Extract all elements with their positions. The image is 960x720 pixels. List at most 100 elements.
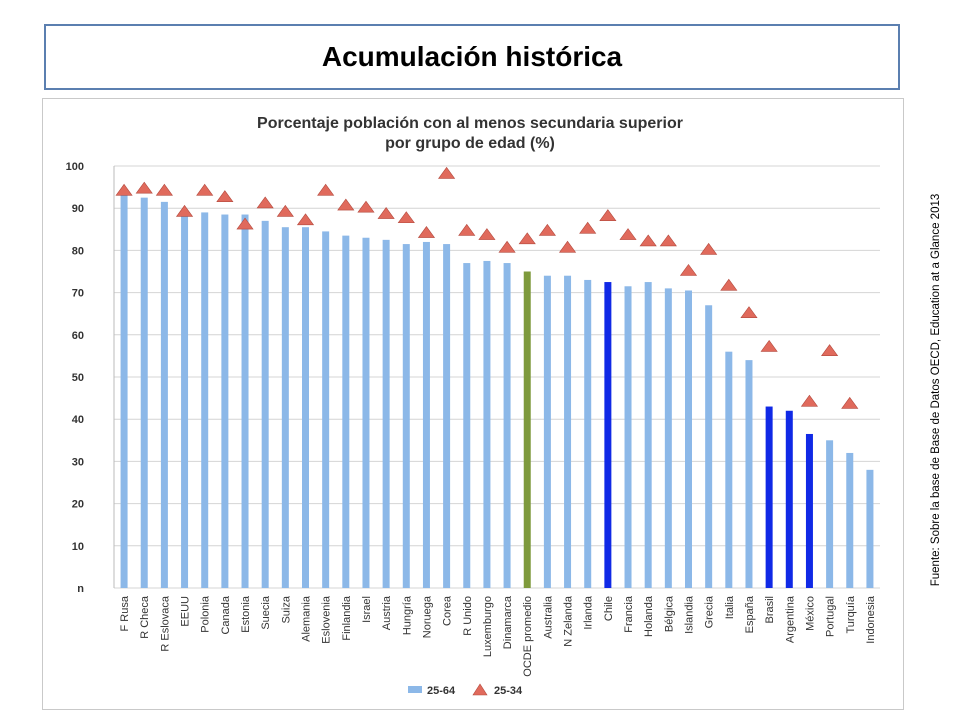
marker-triangle [175, 204, 194, 217]
bar [725, 351, 733, 588]
bar [422, 241, 430, 588]
chart-title-line-1: Porcentaje población con al menos secund… [257, 115, 683, 132]
y-axis-ticks: n 10 20 30 40 50 60 70 80 90 100 [66, 161, 85, 595]
x-tick-label: Canada [220, 595, 232, 634]
source-note: Fuente: Sobre la base de Base de Datos O… [926, 150, 946, 630]
marker-triangle [760, 339, 778, 352]
bar [140, 197, 148, 588]
bar [281, 227, 289, 588]
x-tick-label: Suecia [260, 595, 272, 630]
marker-triangle [800, 394, 819, 407]
marker-triangle [317, 183, 335, 196]
x-tick-label: Noruega [421, 595, 433, 638]
bar [604, 282, 612, 588]
slide-title-box: Acumulación histórica [44, 24, 900, 90]
marker-triangle [679, 263, 698, 276]
gridlines [113, 165, 880, 589]
y-tick-label: 80 [72, 245, 84, 257]
marker-triangle [639, 234, 657, 247]
bar [584, 279, 592, 588]
marker-triangle [700, 242, 718, 255]
marker-triangle [518, 232, 536, 245]
bar [483, 260, 491, 588]
x-tick-label: Holanda [643, 595, 655, 637]
bar [705, 305, 713, 588]
bar [664, 288, 672, 588]
x-tick-label: N Zelanda [563, 595, 575, 647]
bar [362, 237, 370, 589]
marker-triangle [498, 240, 516, 253]
y-tick-label: 40 [72, 414, 84, 426]
bar [181, 212, 189, 589]
x-tick-label: Eslovenia [321, 595, 333, 644]
marker-triangle [216, 190, 234, 202]
bar [342, 235, 350, 588]
x-tick-label: Israel [361, 596, 373, 623]
marker-triangle [397, 211, 415, 224]
x-tick-label: Australia [542, 595, 554, 639]
x-tick-label: R Eslovaca [159, 595, 171, 652]
x-tick-label: Portugal [825, 596, 837, 637]
marker-triangle [821, 344, 839, 356]
x-tick-label: Brasil [764, 596, 776, 624]
x-tick-label: Hungría [401, 595, 413, 635]
x-tick-label: Polonia [200, 595, 212, 633]
y-tick-label: 10 [72, 541, 84, 553]
x-tick-label: Turquía [845, 595, 857, 633]
x-tick-label: España [744, 595, 756, 633]
bar [785, 410, 793, 588]
marker-triangle [155, 183, 173, 196]
marker-triangle [740, 306, 758, 319]
bar [826, 440, 834, 588]
marker-triangle [296, 213, 315, 226]
x-tick-label: Dinamarca [502, 595, 514, 649]
x-tick-label: Luxemburgo [482, 596, 494, 657]
x-tick-label: Indonesia [865, 595, 877, 644]
bar [221, 214, 229, 588]
markers-25-34 [115, 166, 859, 409]
x-tick-label: Suiza [280, 595, 292, 623]
x-tick-label: Italia [724, 595, 736, 619]
legend: 25-64 25-34 [408, 683, 523, 697]
x-tick-label: F Rusa [119, 595, 131, 631]
marker-triangle [276, 204, 294, 217]
x-tick-label: Islandia [684, 595, 696, 634]
bar [382, 239, 390, 588]
legend-label-25-34: 25-34 [494, 685, 523, 697]
x-tick-label: Estonia [240, 595, 252, 633]
bar [241, 214, 249, 588]
x-axis-labels: F Rusa R Checa R Eslovaca EEUU Polonia Canada… [119, 595, 877, 677]
x-tick-label: Austria [381, 595, 393, 630]
marker-triangle [478, 228, 496, 240]
y-tick-label: 100 [66, 161, 84, 173]
bar [805, 433, 813, 588]
bar [543, 275, 551, 588]
marker-triangle [417, 226, 436, 238]
x-tick-label: Alemania [301, 595, 313, 642]
marker-triangle [599, 209, 617, 221]
bar [120, 191, 128, 588]
bar [160, 201, 168, 588]
bar [866, 469, 874, 588]
bar [201, 212, 209, 589]
marker-triangle [659, 234, 677, 247]
bar [765, 406, 773, 588]
y-tick-label: 30 [72, 456, 84, 468]
marker-triangle [256, 196, 274, 209]
y-tick-label: 60 [72, 330, 84, 342]
y-tick-label: 50 [72, 372, 84, 384]
legend-marker-25-34 [472, 683, 488, 696]
bar [685, 290, 692, 588]
x-tick-label: Bélgica [663, 595, 675, 632]
bar [644, 282, 652, 588]
marker-triangle [135, 181, 153, 194]
bar [302, 227, 309, 588]
marker-triangle [236, 217, 254, 230]
bar [261, 220, 269, 589]
legend-swatch-25-64 [408, 686, 422, 693]
bar [463, 263, 471, 588]
x-tick-label: Francia [623, 595, 635, 633]
marker-triangle [196, 183, 214, 196]
bar [564, 275, 572, 588]
